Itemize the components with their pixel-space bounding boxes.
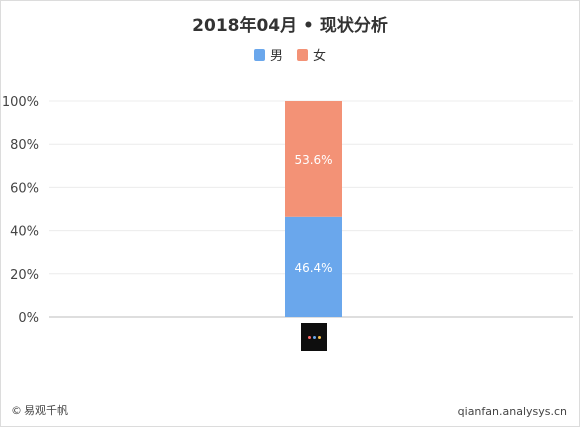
legend-swatch-female [297, 48, 308, 61]
bar-segment-female [285, 101, 342, 217]
legend-swatch-male [253, 48, 265, 61]
legend-item-male: 男 [253, 45, 283, 64]
y-tick-label: 40% [10, 225, 39, 240]
chart-title: 2018年04月 • 现状分析 [192, 16, 388, 36]
copyright-icon: © [11, 403, 22, 417]
brand-name: 易观千帆 [24, 404, 68, 417]
legend-label-female: 女 [313, 49, 327, 64]
footer-brand: © 易观千帆 [11, 402, 68, 418]
y-tick-label: 60% [10, 181, 39, 196]
app-logo-icon [301, 323, 327, 351]
y-tick-label: 20% [10, 268, 39, 283]
y-tick-label: 80% [10, 138, 39, 153]
legend-label-male: 男 [269, 49, 283, 64]
legend-item-female: 女 [297, 45, 326, 64]
chart-legend: 男 女 [1, 45, 579, 64]
data-label-male: 46.4% [294, 261, 332, 275]
bar-segment-male [285, 216, 342, 317]
y-tick-label: 0% [18, 311, 39, 326]
y-tick-label: 100% [2, 95, 39, 110]
data-label-female: 53.6% [294, 153, 332, 167]
footer-website: qianfan.analysys.cn [457, 405, 567, 418]
